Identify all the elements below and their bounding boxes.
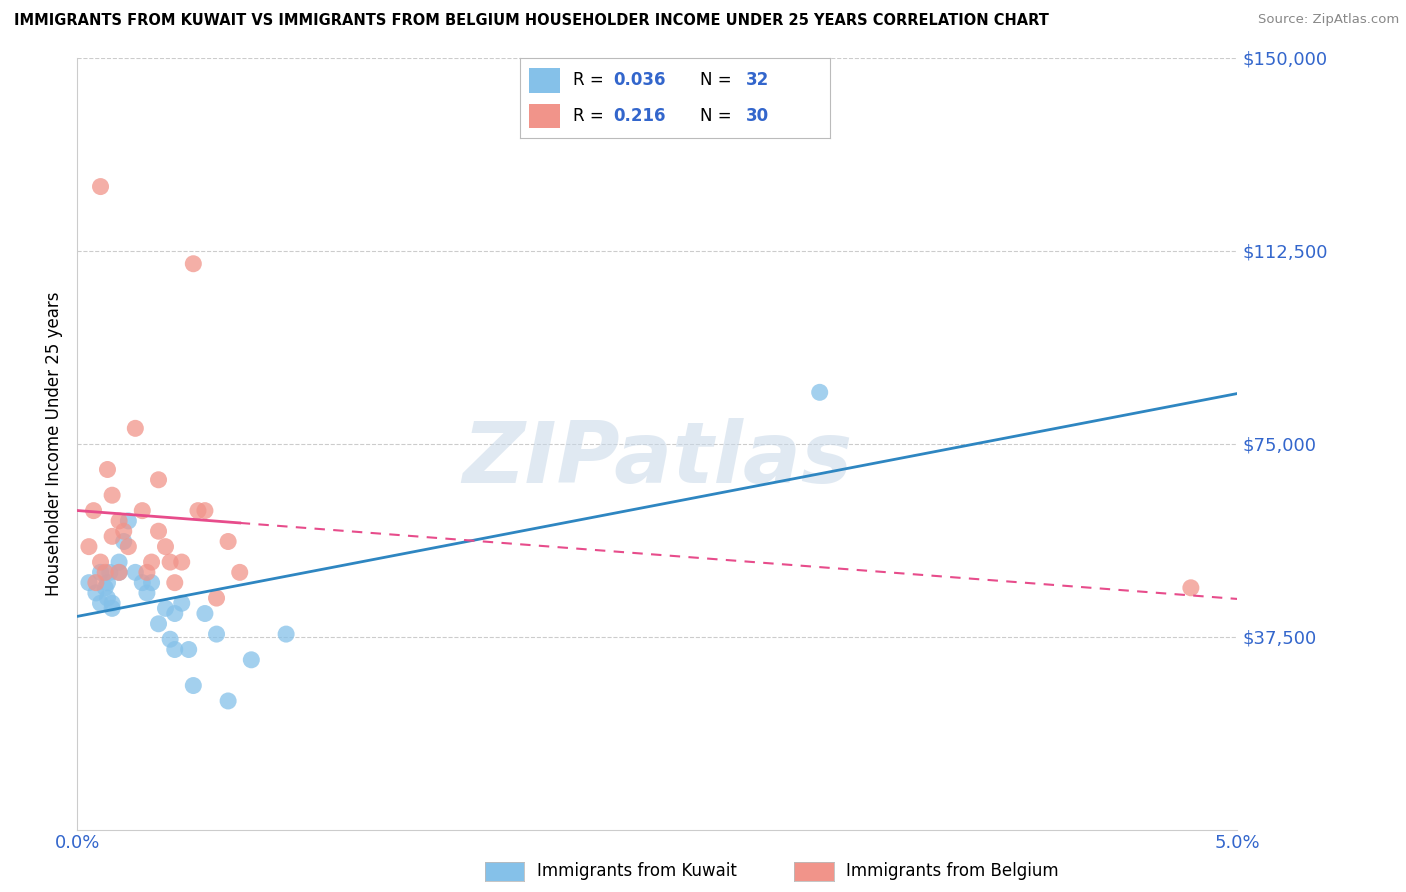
Text: 30: 30 bbox=[747, 107, 769, 125]
Point bbox=[108, 566, 131, 580]
Point bbox=[112, 524, 135, 539]
Point bbox=[205, 591, 228, 605]
Point bbox=[163, 607, 186, 621]
Point bbox=[136, 566, 159, 580]
Point bbox=[124, 566, 146, 580]
Point bbox=[117, 514, 139, 528]
Point bbox=[148, 616, 170, 631]
Point bbox=[148, 473, 170, 487]
Text: 32: 32 bbox=[747, 71, 769, 89]
Point bbox=[170, 555, 193, 569]
Text: IMMIGRANTS FROM KUWAIT VS IMMIGRANTS FROM BELGIUM HOUSEHOLDER INCOME UNDER 25 YE: IMMIGRANTS FROM KUWAIT VS IMMIGRANTS FRO… bbox=[14, 13, 1049, 29]
Point bbox=[101, 529, 124, 543]
Point bbox=[148, 524, 170, 539]
Point bbox=[228, 566, 252, 580]
Point bbox=[94, 566, 117, 580]
Point bbox=[124, 421, 146, 435]
Point bbox=[183, 257, 205, 271]
Point bbox=[108, 566, 131, 580]
Point bbox=[170, 596, 193, 610]
Point bbox=[177, 642, 200, 657]
Point bbox=[90, 596, 111, 610]
Text: ZIPatlas: ZIPatlas bbox=[463, 417, 852, 500]
Point bbox=[1180, 581, 1202, 595]
Point bbox=[96, 575, 118, 590]
Point bbox=[159, 632, 181, 647]
Point bbox=[136, 586, 159, 600]
Text: N =: N = bbox=[700, 71, 737, 89]
Point bbox=[194, 607, 217, 621]
Point bbox=[217, 534, 239, 549]
Point bbox=[159, 555, 181, 569]
Point bbox=[101, 596, 124, 610]
Text: 0.216: 0.216 bbox=[613, 107, 665, 125]
Point bbox=[183, 679, 205, 693]
Point bbox=[131, 575, 153, 590]
Text: Source: ZipAtlas.com: Source: ZipAtlas.com bbox=[1258, 13, 1399, 27]
Text: N =: N = bbox=[700, 107, 737, 125]
Text: R =: R = bbox=[572, 107, 609, 125]
Point bbox=[141, 555, 163, 569]
Point bbox=[94, 581, 117, 595]
Point bbox=[98, 566, 121, 580]
Text: Immigrants from Belgium: Immigrants from Belgium bbox=[846, 863, 1059, 880]
Point bbox=[240, 653, 263, 667]
Point bbox=[217, 694, 239, 708]
Point bbox=[141, 575, 163, 590]
Point bbox=[90, 566, 111, 580]
Point bbox=[77, 540, 100, 554]
Point bbox=[77, 575, 100, 590]
Point bbox=[155, 601, 177, 615]
Text: R =: R = bbox=[572, 71, 609, 89]
Point bbox=[117, 540, 139, 554]
Point bbox=[131, 503, 153, 517]
Point bbox=[205, 627, 228, 641]
FancyBboxPatch shape bbox=[530, 103, 561, 128]
Text: 0.036: 0.036 bbox=[613, 71, 665, 89]
Point bbox=[90, 555, 111, 569]
Text: Immigrants from Kuwait: Immigrants from Kuwait bbox=[537, 863, 737, 880]
Point bbox=[96, 591, 118, 605]
Y-axis label: Householder Income Under 25 years: Householder Income Under 25 years bbox=[45, 292, 63, 596]
Point bbox=[155, 540, 177, 554]
Point bbox=[163, 575, 186, 590]
Point bbox=[83, 503, 105, 517]
Point bbox=[101, 488, 124, 502]
Point bbox=[194, 503, 217, 517]
Point bbox=[84, 575, 107, 590]
Point bbox=[808, 385, 831, 400]
Point bbox=[163, 642, 186, 657]
Point bbox=[108, 514, 131, 528]
Point bbox=[187, 503, 209, 517]
Point bbox=[84, 586, 107, 600]
Point bbox=[112, 534, 135, 549]
Point bbox=[101, 601, 124, 615]
Point bbox=[108, 555, 131, 569]
FancyBboxPatch shape bbox=[530, 69, 561, 93]
Point bbox=[96, 462, 118, 476]
Point bbox=[90, 179, 111, 194]
Point bbox=[274, 627, 298, 641]
